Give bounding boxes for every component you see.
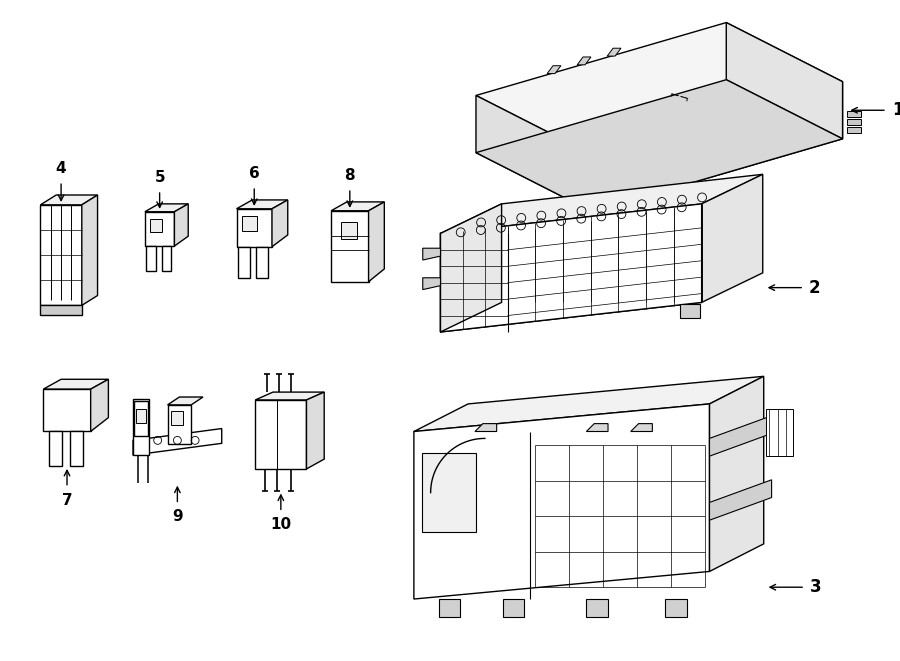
- Polygon shape: [43, 379, 108, 389]
- Polygon shape: [414, 376, 764, 432]
- Polygon shape: [680, 304, 699, 318]
- Polygon shape: [440, 175, 762, 233]
- Polygon shape: [331, 211, 369, 282]
- Polygon shape: [438, 599, 460, 617]
- Text: 8: 8: [345, 168, 356, 183]
- Polygon shape: [256, 400, 307, 469]
- Polygon shape: [709, 480, 771, 520]
- Polygon shape: [133, 399, 148, 455]
- Text: 9: 9: [172, 510, 183, 524]
- Polygon shape: [237, 209, 272, 247]
- Polygon shape: [136, 409, 146, 422]
- Polygon shape: [475, 424, 497, 432]
- Polygon shape: [145, 204, 188, 212]
- Polygon shape: [665, 599, 687, 617]
- Polygon shape: [175, 204, 188, 246]
- Polygon shape: [422, 453, 476, 532]
- Text: ⌐¬: ⌐¬: [667, 87, 691, 106]
- Polygon shape: [709, 416, 771, 456]
- Polygon shape: [766, 409, 793, 456]
- Text: 5: 5: [154, 170, 165, 185]
- Polygon shape: [341, 221, 356, 239]
- Polygon shape: [43, 389, 91, 432]
- Polygon shape: [256, 247, 268, 278]
- Polygon shape: [307, 392, 324, 469]
- Polygon shape: [476, 95, 592, 212]
- Polygon shape: [547, 65, 561, 73]
- Polygon shape: [146, 246, 156, 271]
- Polygon shape: [631, 424, 652, 432]
- Polygon shape: [848, 119, 861, 125]
- Polygon shape: [149, 219, 162, 233]
- Text: 6: 6: [249, 166, 259, 181]
- Polygon shape: [476, 80, 842, 212]
- Polygon shape: [848, 111, 861, 117]
- Polygon shape: [91, 379, 108, 432]
- Polygon shape: [440, 204, 702, 332]
- Text: 7: 7: [62, 492, 72, 508]
- Polygon shape: [369, 202, 384, 282]
- Text: 2: 2: [809, 279, 821, 297]
- Polygon shape: [70, 432, 83, 466]
- Polygon shape: [237, 200, 288, 209]
- Polygon shape: [592, 82, 842, 212]
- Text: 1: 1: [892, 101, 900, 119]
- Polygon shape: [423, 278, 440, 290]
- Polygon shape: [577, 57, 591, 65]
- Polygon shape: [40, 305, 82, 315]
- Polygon shape: [414, 404, 709, 599]
- Polygon shape: [167, 397, 203, 405]
- Polygon shape: [440, 204, 702, 332]
- Polygon shape: [162, 246, 172, 271]
- Polygon shape: [172, 411, 184, 424]
- Polygon shape: [502, 599, 525, 617]
- Polygon shape: [145, 212, 175, 246]
- Text: 4: 4: [56, 161, 67, 176]
- Polygon shape: [608, 48, 621, 56]
- Polygon shape: [709, 376, 764, 572]
- Polygon shape: [272, 200, 288, 247]
- Polygon shape: [256, 392, 324, 400]
- Polygon shape: [476, 22, 842, 155]
- Polygon shape: [586, 599, 608, 617]
- Polygon shape: [40, 195, 97, 205]
- Polygon shape: [702, 175, 762, 303]
- Polygon shape: [50, 432, 62, 466]
- Polygon shape: [586, 424, 608, 432]
- Polygon shape: [331, 202, 384, 211]
- Polygon shape: [238, 247, 250, 278]
- Text: 3: 3: [810, 578, 822, 596]
- Polygon shape: [423, 249, 440, 260]
- Polygon shape: [133, 428, 221, 455]
- Polygon shape: [82, 195, 97, 305]
- Text: 10: 10: [270, 518, 292, 532]
- Polygon shape: [440, 204, 501, 332]
- Polygon shape: [167, 405, 191, 444]
- Polygon shape: [134, 401, 148, 436]
- Polygon shape: [242, 215, 257, 231]
- Polygon shape: [726, 22, 842, 139]
- Polygon shape: [848, 127, 861, 133]
- Polygon shape: [40, 205, 82, 305]
